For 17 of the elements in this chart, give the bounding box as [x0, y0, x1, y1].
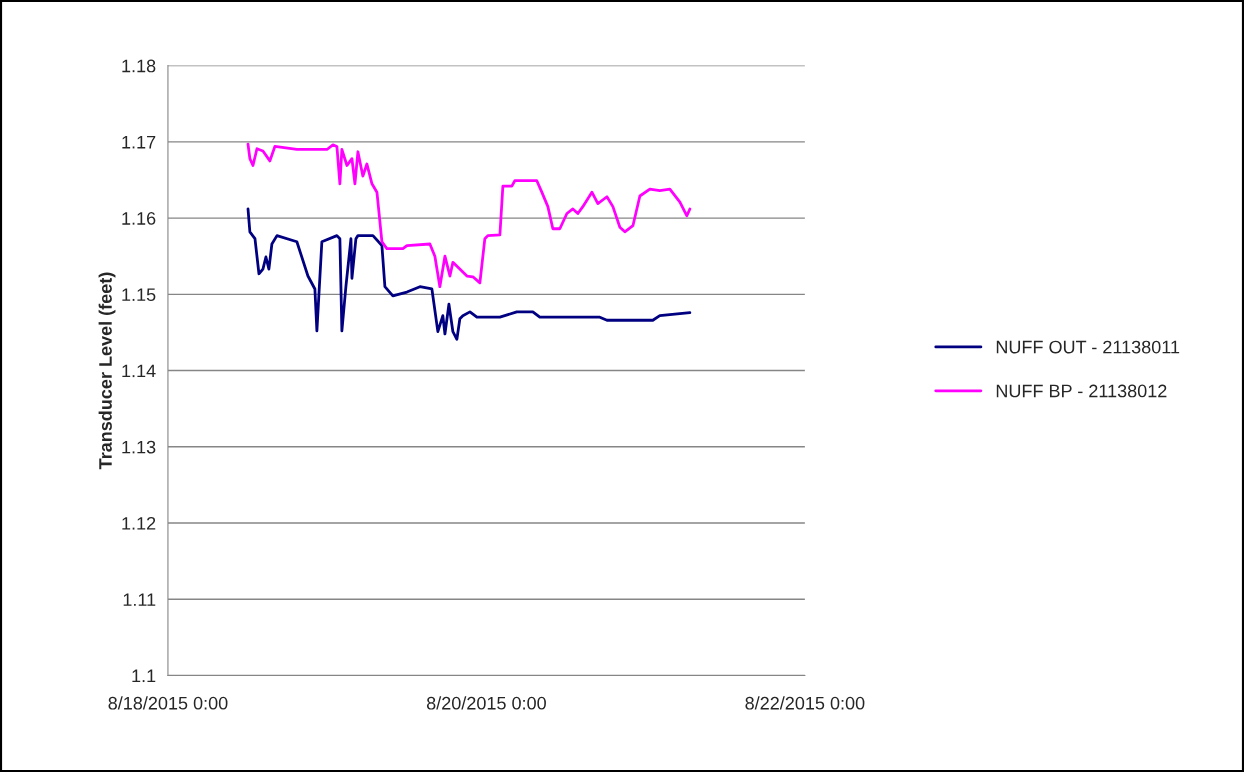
y-tick-label: 1.12	[122, 516, 156, 530]
line-series	[246, 142, 692, 289]
y-tick-label: 1.14	[122, 364, 156, 378]
line-series	[246, 207, 692, 341]
y-tick-label: 1.1	[132, 669, 156, 683]
y-tick-label: 1.16	[122, 212, 156, 225]
legend-label: NUFF BP - 21138012	[996, 384, 1167, 398]
x-tick-label: 8/20/2015 0:00	[426, 696, 546, 710]
x-tick-label: 8/22/2015 0:00	[745, 696, 865, 710]
y-tick-label: 1.17	[122, 135, 156, 149]
y-tick-label: 1.13	[122, 440, 156, 454]
y-tick-label: 1.15	[122, 288, 156, 302]
y-tick-label: 1.11	[123, 593, 156, 606]
y-tick-label: 1.18	[122, 59, 156, 73]
legend-label: NUFF OUT - 21138011	[996, 340, 1180, 354]
y-axis-title: Transducer Level (feet)	[98, 272, 116, 470]
x-tick-label: 8/18/2015 0:00	[108, 696, 228, 710]
